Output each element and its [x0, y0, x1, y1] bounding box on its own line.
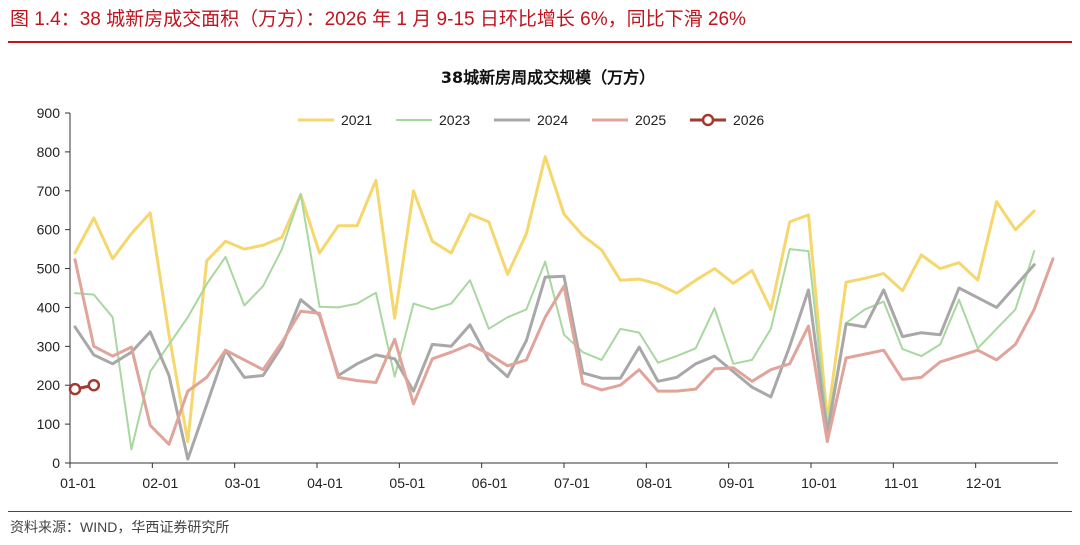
chart-legend: 2021 2023 2024 2025 2026 — [298, 112, 764, 128]
legend-label: 2024 — [537, 112, 568, 128]
y-tick-label: 100 — [37, 416, 61, 432]
series-point-2026 — [87, 378, 101, 392]
legend-item-2023: 2023 — [396, 112, 470, 128]
legend-item-2024: 2024 — [494, 112, 568, 128]
x-tick-label: 06-01 — [472, 475, 508, 491]
y-tick-label: 300 — [37, 338, 61, 354]
legend-item-2026: 2026 — [690, 112, 764, 128]
x-tick-label: 02-01 — [142, 475, 178, 491]
chart-title: 38城新房周成交规模（万方） — [441, 68, 655, 87]
x-tick-label: 03-01 — [225, 475, 261, 491]
legend-item-2021: 2021 — [298, 112, 372, 128]
x-tick-label: 07-01 — [554, 475, 590, 491]
legend-label: 2023 — [439, 112, 470, 128]
y-tick-label: 800 — [37, 144, 61, 160]
y-tick-label: 700 — [37, 183, 61, 199]
x-tick-label: 09-01 — [719, 475, 755, 491]
x-tick-label: 08-01 — [636, 475, 672, 491]
y-tick-label: 900 — [37, 105, 61, 121]
legend-marker — [701, 113, 715, 127]
series-line-2024 — [73, 263, 1036, 461]
x-tick-label: 01-01 — [60, 475, 96, 491]
chart-plot-area — [68, 155, 1055, 461]
x-tick-label: 11-01 — [884, 475, 919, 491]
chart-axes: 0 100 200 300 400 500 600 700 800 900 01-01 02-01 03… — [37, 105, 1058, 491]
source-note: 资料来源：WIND，华西证券研究所 — [10, 519, 230, 535]
y-tick-label: 0 — [52, 455, 60, 471]
x-tick-label: 10-01 — [801, 475, 837, 491]
x-tick-label: 12-01 — [966, 475, 1002, 491]
caption-divider — [8, 41, 1072, 43]
x-tick-label: 05-01 — [389, 475, 425, 491]
y-tick-label: 400 — [37, 299, 61, 315]
y-tick-label: 500 — [37, 261, 61, 277]
x-tick-label: 04-01 — [307, 475, 343, 491]
series-line-2021 — [73, 155, 1036, 444]
source-divider — [8, 511, 1072, 512]
series-line-2023 — [74, 192, 1036, 451]
legend-item-2025: 2025 — [592, 112, 666, 128]
series-point-2026 — [68, 382, 82, 396]
series-line-2025 — [73, 257, 1055, 446]
y-tick-label: 600 — [37, 222, 61, 238]
y-tick-label: 200 — [37, 377, 61, 393]
legend-label: 2021 — [341, 112, 372, 128]
legend-label: 2026 — [733, 112, 764, 128]
figure-caption: 图 1.4：38 城新房成交面积（万方）：2026 年 1 月 9-15 日环比… — [10, 9, 746, 30]
legend-label: 2025 — [635, 112, 666, 128]
